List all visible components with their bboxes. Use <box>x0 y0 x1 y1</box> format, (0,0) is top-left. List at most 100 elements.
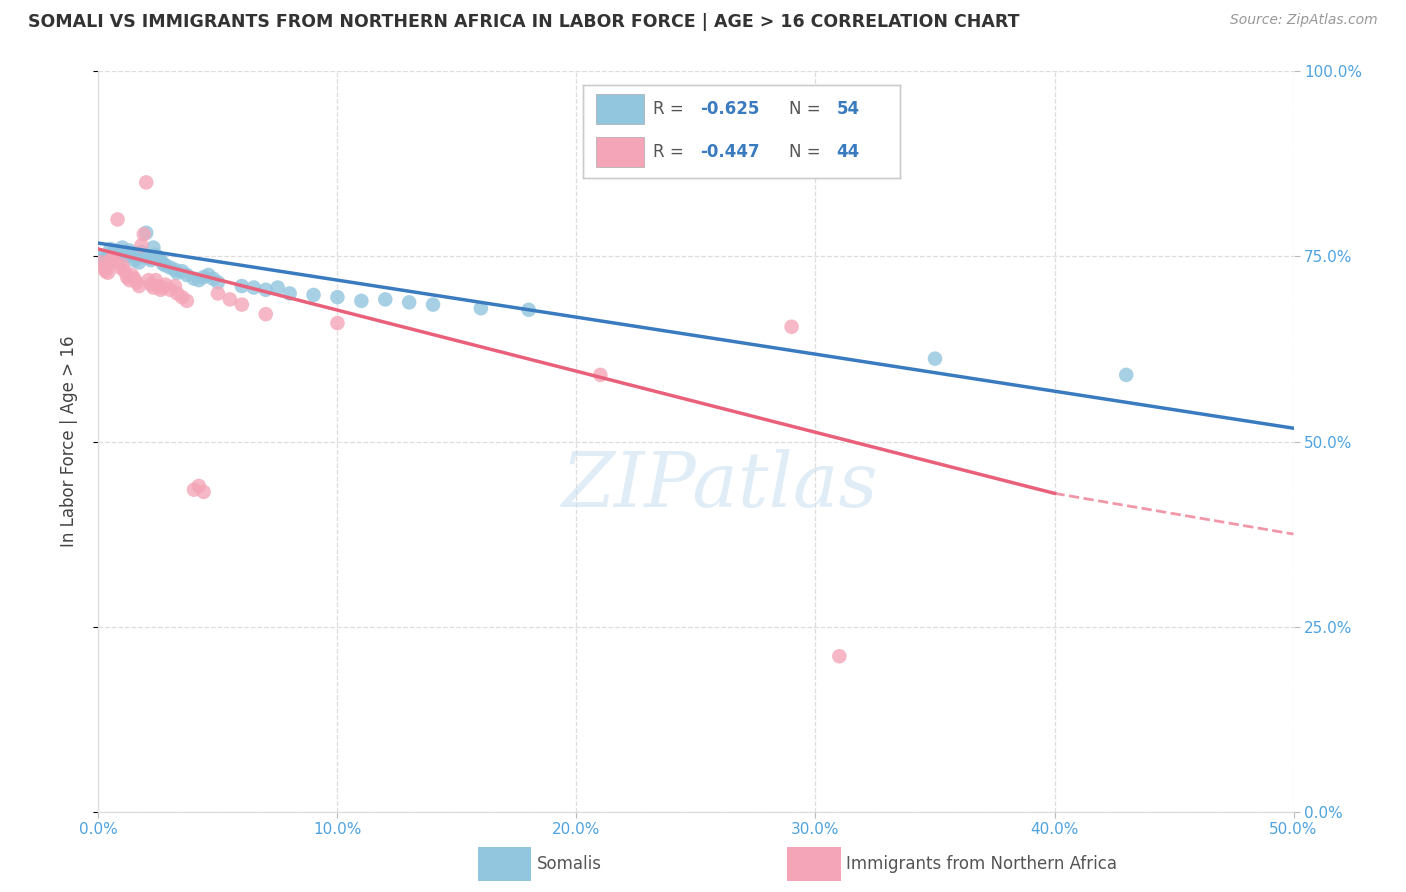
Text: N =: N = <box>789 144 825 161</box>
Point <box>152 280 174 294</box>
Text: N =: N = <box>789 100 825 118</box>
Point <box>128 279 150 293</box>
Point <box>302 288 325 302</box>
Point <box>155 258 177 272</box>
Point <box>159 283 181 297</box>
Point <box>231 297 253 311</box>
Point <box>326 316 349 330</box>
Point <box>1115 368 1137 382</box>
Point <box>145 273 167 287</box>
Point <box>193 484 215 499</box>
Point <box>90 253 112 268</box>
Point <box>97 255 120 269</box>
Point <box>124 253 146 268</box>
FancyBboxPatch shape <box>596 137 644 167</box>
Point <box>94 264 117 278</box>
Point <box>107 248 129 262</box>
Point <box>101 251 124 265</box>
Point <box>124 271 146 285</box>
Point <box>326 290 349 304</box>
Point <box>108 251 131 265</box>
Point <box>159 260 181 275</box>
Point <box>176 268 198 282</box>
Point <box>114 264 136 278</box>
Point <box>115 270 138 285</box>
Text: 54: 54 <box>837 100 859 118</box>
Point <box>138 273 160 287</box>
Point <box>121 268 143 282</box>
Point <box>94 251 117 265</box>
Point <box>114 245 136 260</box>
Point <box>152 257 174 271</box>
Text: Source: ZipAtlas.com: Source: ZipAtlas.com <box>1230 13 1378 28</box>
Point <box>131 238 153 252</box>
Point <box>207 286 229 301</box>
Point <box>183 271 205 285</box>
Point <box>254 283 277 297</box>
Point <box>118 273 141 287</box>
Point <box>187 273 209 287</box>
Point <box>470 301 492 316</box>
Point <box>267 280 290 294</box>
Point <box>142 241 165 255</box>
Point <box>139 253 162 268</box>
Point <box>101 245 124 260</box>
Point <box>111 241 134 255</box>
Point <box>163 262 186 277</box>
Point <box>924 351 946 366</box>
Point <box>135 226 157 240</box>
Point <box>91 260 114 275</box>
Text: -0.447: -0.447 <box>700 144 761 161</box>
Point <box>202 271 225 285</box>
Y-axis label: In Labor Force | Age > 16: In Labor Force | Age > 16 <box>59 335 77 548</box>
Point <box>98 242 122 256</box>
Point <box>107 212 129 227</box>
Point <box>125 276 148 290</box>
Point <box>149 283 172 297</box>
Point <box>142 280 165 294</box>
Point <box>145 248 167 262</box>
Text: 44: 44 <box>837 144 860 161</box>
Point <box>91 250 114 264</box>
Point <box>374 293 396 307</box>
Point <box>104 255 127 269</box>
Point <box>148 251 170 265</box>
Point <box>172 264 194 278</box>
Point <box>128 255 150 269</box>
Point <box>132 250 155 264</box>
Point <box>166 286 188 301</box>
Point <box>166 266 188 280</box>
Point <box>155 277 177 292</box>
Point <box>197 268 219 282</box>
Point <box>243 280 266 294</box>
Point <box>219 293 242 307</box>
Point <box>163 279 186 293</box>
Text: Somalis: Somalis <box>537 855 602 873</box>
Point <box>183 483 205 497</box>
Point <box>172 290 194 304</box>
Point <box>115 250 138 264</box>
Point <box>176 293 198 308</box>
Point <box>139 277 162 292</box>
Point <box>132 227 155 242</box>
Point <box>138 251 160 265</box>
Point <box>207 276 229 290</box>
Text: ZIPatlas: ZIPatlas <box>561 449 879 523</box>
Point <box>350 293 373 308</box>
Point <box>108 260 131 275</box>
Point <box>111 258 134 272</box>
Text: -0.625: -0.625 <box>700 100 759 118</box>
Point <box>125 251 148 265</box>
Text: SOMALI VS IMMIGRANTS FROM NORTHERN AFRICA IN LABOR FORCE | AGE > 16 CORRELATION : SOMALI VS IMMIGRANTS FROM NORTHERN AFRIC… <box>28 13 1019 31</box>
Point <box>254 307 277 321</box>
Point <box>231 279 253 293</box>
Point <box>780 319 803 334</box>
Point <box>131 245 153 260</box>
Point <box>98 253 122 268</box>
Point <box>278 286 301 301</box>
Point <box>90 255 112 269</box>
FancyBboxPatch shape <box>596 95 644 124</box>
Text: Immigrants from Northern Africa: Immigrants from Northern Africa <box>846 855 1118 873</box>
Point <box>121 248 143 262</box>
Point <box>135 175 157 190</box>
